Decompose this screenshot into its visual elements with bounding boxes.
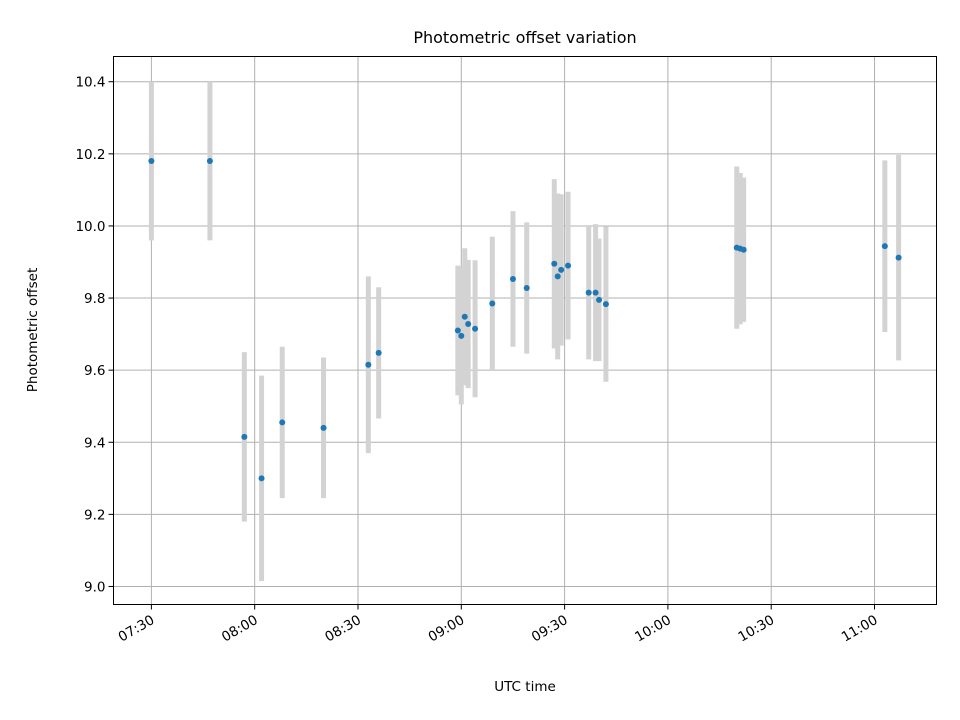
data-point: [465, 321, 472, 328]
y-axis-label: Photometric offset: [25, 268, 41, 392]
data-point: [458, 332, 465, 339]
y-axis: 9.0 9.2 9.4 9.6 9.8 10.0 10.2 10.4: [75, 75, 114, 595]
data-point: [592, 289, 599, 296]
data-point: [320, 424, 327, 431]
data-point: [472, 325, 479, 332]
y-tick-label: 10.2: [75, 147, 105, 163]
data-point: [558, 266, 565, 273]
x-axis: 07:30 08:00 08:30 09:00 09:30 10:00 10:30 11:00: [116, 604, 881, 645]
y-tick-label: 9.4: [84, 435, 105, 451]
x-tick-label: 09:30: [529, 612, 571, 645]
y-tick-label: 9.6: [84, 363, 105, 379]
y-tick-label: 9.8: [84, 291, 105, 307]
data-point: [554, 273, 561, 280]
data-point: [602, 301, 609, 308]
data-point: [489, 300, 496, 307]
data-point: [596, 296, 603, 303]
data-point: [375, 349, 382, 356]
data-point: [279, 419, 286, 426]
data-points: [148, 158, 902, 482]
plot-frame: [113, 56, 937, 605]
x-axis-label: UTC time: [494, 679, 556, 695]
x-tick-label: 07:30: [116, 612, 158, 645]
data-point: [565, 262, 572, 269]
data-point: [258, 475, 265, 482]
x-tick-label: 11:00: [839, 612, 881, 645]
data-point: [206, 158, 213, 165]
x-tick-label: 08:30: [322, 612, 364, 645]
y-tick-label: 9.0: [84, 579, 105, 595]
chart-title: Photometric offset variation: [413, 28, 636, 47]
data-point: [895, 254, 902, 261]
x-tick-label: 08:00: [219, 612, 261, 645]
y-tick-label: 10.4: [75, 75, 105, 91]
y-tick-label: 9.2: [84, 507, 105, 523]
data-point: [241, 433, 248, 440]
x-tick-label: 10:00: [632, 612, 674, 645]
x-tick-label: 10:30: [736, 612, 778, 645]
data-point: [509, 275, 516, 282]
data-point: [365, 361, 372, 368]
data-point: [461, 313, 468, 320]
data-point: [551, 260, 558, 267]
data-point: [585, 289, 592, 296]
data-point: [740, 246, 747, 253]
x-tick-label: 09:00: [426, 612, 468, 645]
y-tick-label: 10.0: [75, 219, 105, 235]
data-point: [148, 158, 155, 165]
error-bars: [148, 81, 902, 582]
data-point: [454, 327, 461, 334]
data-point: [881, 243, 888, 250]
data-point: [523, 284, 530, 291]
